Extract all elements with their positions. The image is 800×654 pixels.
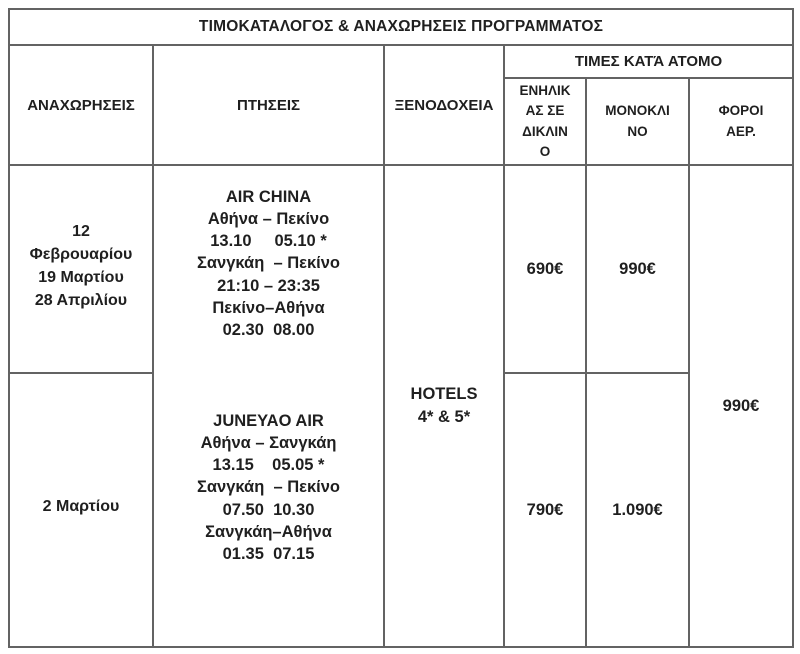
adult-double-price-2: 790€ — [503, 372, 587, 648]
table-title-row: ΤΙΜΟΚΑΤΑΛΟΓΟΣ & ΑΝΑΧΩΡΗΣΕΙΣ ΠΡΟΓΡΑΜΜΑΤΟΣ — [7, 8, 795, 46]
flights-cell-juneyao-air: JUNEYAO AIR Αθήνα – Σανγκάη 13.15 05.05 … — [152, 373, 385, 648]
pricing-table: ΤΙΜΟΚΑΤΑΛΟΓΟΣ & ΑΝΑΧΩΡΗΣΕΙΣ ΠΡΟΓΡΑΜΜΑΤΟΣ… — [7, 8, 795, 648]
air-taxes-price: 990€ — [687, 164, 795, 648]
single-room-price-1: 990€ — [585, 164, 690, 374]
header-row: ΑΝΑΧΩΡΗΣΕΙΣ ΠΤΗΣΕΙΣ ΞΕΝΟΔΟΧΕΙΑ ΤΙΜΕΣ ΚΑΤ… — [8, 44, 795, 166]
table-title: ΤΙΜΟΚΑΤΑΛΟΓΟΣ & ΑΝΑΧΩΡΗΣΕΙΣ ΠΡΟΓΡΑΜΜΑΤΟΣ — [7, 8, 795, 46]
single-room-subheader: ΜΟΝΟΚΛΙ ΝΟ — [585, 77, 690, 166]
departures-dates-cell-1: 12 Φεβρουαρίου 19 Μαρτίου 28 Απριλίου — [8, 164, 154, 374]
hotels-cell: HOTELS 4* & 5* — [383, 164, 505, 648]
table-row: 2 Μαρτίου JUNEYAO AIR Αθήνα – Σανγκάη 13… — [8, 372, 793, 648]
adult-double-price-1: 690€ — [503, 164, 587, 374]
flights-column-header: ΠΤΗΣΕΙΣ — [152, 44, 385, 166]
hotels-column-header: ΞΕΝΟΔΟΧΕΙΑ — [383, 44, 505, 166]
prices-per-person-group-header: ΤΙΜΕΣ ΚΑΤΆ ΑΤΟΜΟ — [502, 44, 795, 79]
air-taxes-subheader: ΦΟΡΟΙ ΑΕΡ. — [687, 77, 795, 166]
single-room-price-2: 1.090€ — [585, 372, 690, 648]
departures-dates-cell-2: 2 Μαρτίου — [8, 372, 154, 648]
subheader-row: ΕΝΗΛΙΚ ΑΣ ΣΕ ΔΙΚΛΙΝ Ο ΜΟΝΟΚΛΙ ΝΟ ΦΟΡΟΙ Α… — [9, 77, 795, 166]
flights-cell-air-china: AIR CHINA Αθήνα – Πεκίνο 13.10 05.10 * Σ… — [152, 164, 385, 373]
table-row: 12 Φεβρουαρίου 19 Μαρτίου 28 Απριλίου AI… — [8, 164, 795, 648]
adult-in-double-subheader: ΕΝΗΛΙΚ ΑΣ ΣΕ ΔΙΚΛΙΝ Ο — [503, 77, 587, 166]
departures-column-header: ΑΝΑΧΩΡΗΣΕΙΣ — [8, 44, 154, 166]
